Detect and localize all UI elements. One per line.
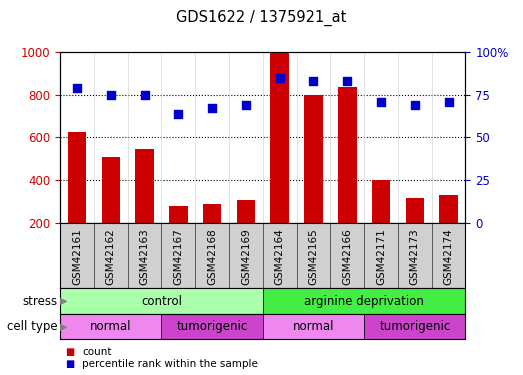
Text: GSM42162: GSM42162	[106, 228, 116, 285]
Point	[445, 99, 453, 105]
Bar	[439, 195, 458, 223]
Point	[73, 85, 81, 91]
Point	[107, 92, 115, 98]
Bar	[162, 314, 263, 339]
Text: GSM42166: GSM42166	[342, 228, 353, 285]
Text: arginine deprivation: arginine deprivation	[304, 295, 424, 307]
Text: tumorigenic: tumorigenic	[379, 320, 450, 333]
Text: GSM42169: GSM42169	[241, 228, 251, 285]
Text: cell type: cell type	[7, 320, 58, 333]
Bar	[236, 200, 255, 223]
Text: ▶: ▶	[60, 296, 67, 306]
Point	[140, 92, 149, 98]
Text: GSM42164: GSM42164	[275, 228, 285, 285]
Text: ■: ■	[65, 359, 75, 369]
Bar	[169, 206, 188, 223]
Text: ■: ■	[65, 347, 75, 357]
Point	[309, 78, 317, 84]
Point	[343, 78, 351, 84]
Text: GSM42161: GSM42161	[72, 228, 82, 285]
Bar	[338, 87, 357, 223]
Bar	[101, 157, 120, 223]
Bar	[60, 314, 162, 339]
Point	[276, 75, 284, 81]
Point	[411, 102, 419, 108]
Bar	[203, 204, 221, 223]
Text: GSM42163: GSM42163	[140, 228, 150, 285]
Bar	[135, 148, 154, 223]
Text: normal: normal	[293, 320, 334, 333]
Text: GDS1622 / 1375921_at: GDS1622 / 1375921_at	[176, 9, 347, 26]
Bar	[263, 288, 465, 314]
Text: GSM42171: GSM42171	[376, 228, 386, 285]
Text: ▶: ▶	[60, 322, 67, 332]
Bar	[263, 314, 364, 339]
Point	[377, 99, 385, 105]
Point	[174, 111, 183, 117]
Text: GSM42167: GSM42167	[173, 228, 184, 285]
Text: GSM42168: GSM42168	[207, 228, 217, 285]
Text: percentile rank within the sample: percentile rank within the sample	[82, 359, 258, 369]
Text: GSM42173: GSM42173	[410, 228, 420, 285]
Point	[208, 105, 217, 111]
Text: normal: normal	[90, 320, 132, 333]
Text: count: count	[82, 347, 111, 357]
Text: GSM42165: GSM42165	[309, 228, 319, 285]
Text: GSM42174: GSM42174	[444, 228, 453, 285]
Bar	[60, 288, 263, 314]
Text: tumorigenic: tumorigenic	[177, 320, 248, 333]
Text: stress: stress	[22, 295, 58, 307]
Bar	[68, 132, 86, 223]
Point	[242, 102, 250, 108]
Bar	[364, 314, 465, 339]
Text: control: control	[141, 295, 182, 307]
Bar	[304, 95, 323, 223]
Bar	[372, 180, 390, 223]
Bar	[405, 198, 424, 223]
Bar	[270, 52, 289, 223]
